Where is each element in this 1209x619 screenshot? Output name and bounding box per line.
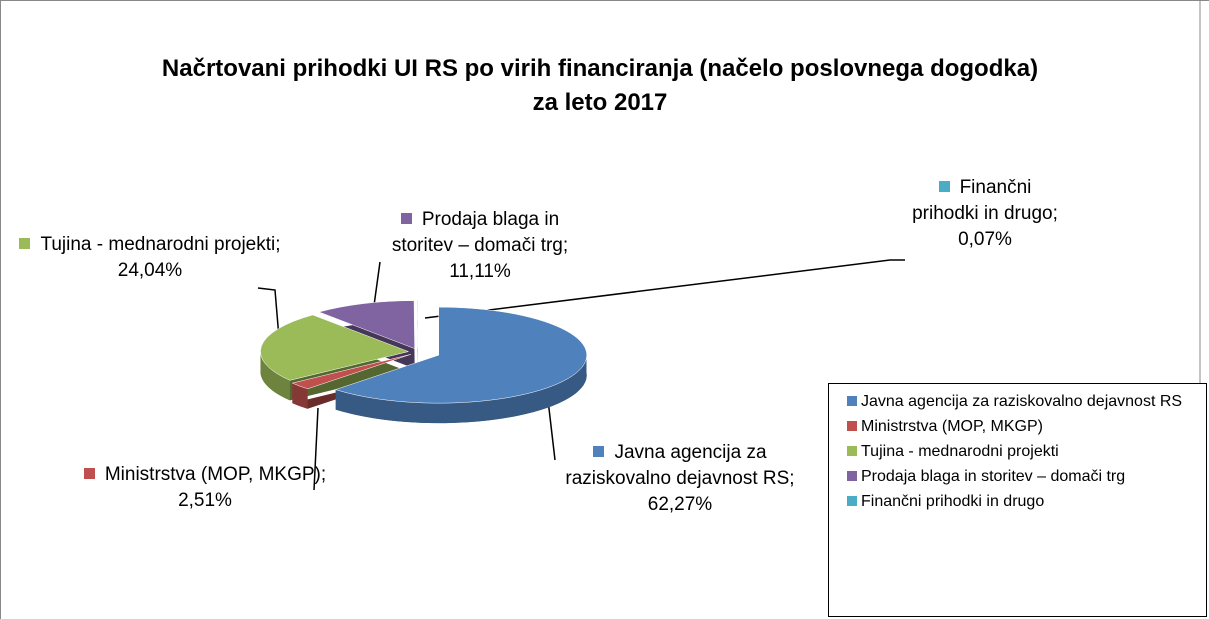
legend-swatch: [847, 471, 857, 481]
label-marker: [593, 446, 605, 457]
label-marker: [400, 213, 412, 224]
legend-swatch: [847, 446, 857, 456]
slice: [417, 300, 419, 349]
label-marker: [19, 238, 31, 249]
slice: [291, 354, 411, 390]
label-value: 2,51%: [178, 490, 232, 511]
data-label: Finančni prihodki in drugo; 0,07%: [910, 175, 1060, 253]
slice-side: [292, 383, 308, 409]
legend-entry: Javna agencija za raziskovalno dejavnost…: [847, 392, 1202, 411]
label-separator: ;: [1052, 203, 1058, 224]
label-category: Finančni prihodki in drugo: [912, 177, 1053, 224]
chart-title: Načrtovani prihodki UI RS po virih finan…: [161, 55, 1039, 116]
legend-label: Prodaja blaga in storitev – domači trg: [861, 468, 1126, 485]
slice: [334, 306, 587, 404]
legend-swatch: [847, 496, 857, 506]
label-value: 62,27%: [647, 494, 713, 515]
label-marker: [83, 468, 95, 479]
label-value: 11,11%: [449, 261, 511, 282]
label-value: 24,04%: [117, 260, 183, 281]
data-label: Prodaja blaga in storitev – domači trg; …: [375, 207, 585, 285]
slice: [318, 300, 415, 349]
slice-side: [335, 358, 587, 424]
data-label: Tujina - mednarodni projekti; 24,04%: [15, 232, 285, 284]
pie: [260, 300, 587, 424]
legend-label: Tujina - mednarodni projekti: [861, 443, 1059, 460]
label-separator: ;: [789, 468, 795, 489]
label-value: 0,07%: [958, 229, 1012, 250]
legend-label: Ministrstva (MOP, MKGP): [861, 418, 1043, 435]
legend-label: Javna agencija za raziskovalno dejavnost…: [861, 393, 1183, 410]
slice: [260, 314, 410, 381]
label-category: Tujina - mednarodni projekti: [40, 234, 276, 255]
leader-lines: [257, 259, 905, 491]
slice-side: [260, 352, 290, 401]
leader-line: [547, 399, 556, 461]
label-separator: ;: [275, 234, 281, 255]
legend-entry: Prodaja blaga in storitev – domači trg: [847, 467, 1202, 486]
label-separator: ;: [562, 235, 569, 256]
label-separator: ;: [320, 464, 327, 485]
leader-line: [313, 407, 319, 491]
legend: Javna agencija za raziskovalno dejavnost…: [828, 383, 1207, 617]
legend-entry: Tujina - mednarodni projekti: [847, 442, 1202, 461]
data-label: Javna agencija za raziskovalno dejavnost…: [560, 440, 800, 518]
data-label: Ministrstva (MOP, MKGP); 2,51%: [80, 462, 330, 514]
legend-swatch: [847, 396, 857, 406]
legend-swatch: [847, 421, 857, 431]
label-category: Ministrstva (MOP, MKGP): [104, 464, 321, 485]
label-marker: [938, 181, 950, 192]
leader-line: [424, 259, 905, 319]
label-category: Javna agencija za raziskovalno dejavnost…: [565, 442, 790, 489]
label-category: Prodaja blaga in storitev – domači trg: [391, 209, 563, 256]
legend-label: Finančni prihodki in drugo: [861, 493, 1045, 510]
legend-entry: Finančni prihodki in drugo: [847, 492, 1202, 511]
legend-entry: Ministrstva (MOP, MKGP): [847, 417, 1202, 436]
